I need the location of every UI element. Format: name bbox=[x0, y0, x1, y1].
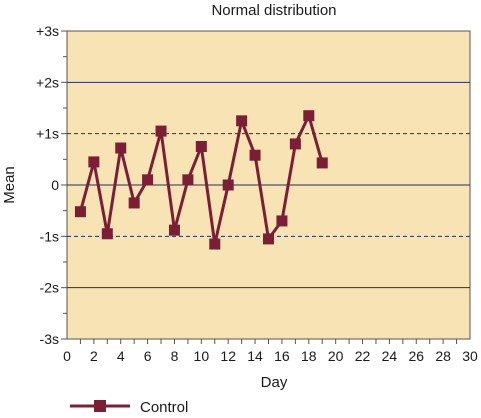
x-tick-label: 20 bbox=[328, 348, 344, 364]
y-tick-label: +2s bbox=[36, 74, 59, 90]
data-point bbox=[303, 110, 315, 122]
data-point bbox=[195, 141, 207, 152]
legend: Control bbox=[70, 399, 188, 416]
x-tick-label: 28 bbox=[435, 348, 451, 364]
x-axis-ticks bbox=[79, 339, 458, 344]
legend-label-control: Control bbox=[140, 399, 188, 416]
data-point bbox=[209, 238, 221, 250]
x-tick-label: 14 bbox=[247, 348, 263, 364]
x-axis-tick-labels: 0 2 4 6 8 10 12 14 16 18 20 22 24 26 28 30 bbox=[63, 348, 478, 364]
x-tick-label: 12 bbox=[220, 348, 236, 364]
chart-title: Normal distribution bbox=[211, 2, 336, 19]
data-point bbox=[289, 138, 301, 150]
data-point bbox=[249, 149, 261, 161]
y-tick-label: -1s bbox=[40, 228, 59, 244]
x-tick-label: 6 bbox=[144, 348, 152, 364]
x-axis-title: Day bbox=[261, 374, 288, 391]
data-point bbox=[168, 224, 180, 236]
x-tick-label: 10 bbox=[194, 348, 210, 364]
x-tick-label: 22 bbox=[355, 348, 371, 364]
x-tick-label: 24 bbox=[382, 348, 398, 364]
y-axis-title: Mean bbox=[1, 166, 18, 204]
x-tick-label: 18 bbox=[301, 348, 317, 364]
data-point bbox=[142, 174, 154, 186]
data-point bbox=[74, 206, 86, 218]
data-point bbox=[155, 125, 167, 137]
y-tick-label: -3s bbox=[40, 331, 59, 347]
x-tick-label: 0 bbox=[63, 348, 71, 364]
data-point bbox=[316, 157, 328, 169]
y-axis-tick-labels: +3s +2s +1s 0 -1s -2s -3s bbox=[36, 23, 59, 347]
data-point bbox=[101, 228, 113, 240]
x-tick-label: 8 bbox=[171, 348, 179, 364]
data-point bbox=[236, 115, 248, 127]
y-tick-label: -2s bbox=[40, 280, 59, 296]
y-tick-label: 0 bbox=[51, 177, 59, 193]
y-minor-ticks bbox=[61, 30, 67, 340]
x-tick-label: 4 bbox=[117, 348, 125, 364]
y-tick-label: +3s bbox=[36, 23, 59, 39]
y-tick-label: +1s bbox=[36, 126, 59, 142]
data-point bbox=[88, 156, 100, 168]
data-point bbox=[276, 215, 288, 227]
x-tick-label: 16 bbox=[274, 348, 290, 364]
data-point bbox=[263, 233, 274, 245]
data-point bbox=[128, 197, 140, 209]
x-tick-label: 2 bbox=[90, 348, 98, 364]
data-point bbox=[182, 174, 194, 186]
grid-lines bbox=[67, 81, 470, 289]
data-point bbox=[115, 142, 127, 154]
data-point bbox=[222, 179, 234, 191]
series-control bbox=[74, 110, 328, 250]
legend-marker bbox=[94, 400, 106, 412]
x-tick-label: 30 bbox=[462, 348, 478, 364]
x-tick-label: 26 bbox=[408, 348, 424, 364]
